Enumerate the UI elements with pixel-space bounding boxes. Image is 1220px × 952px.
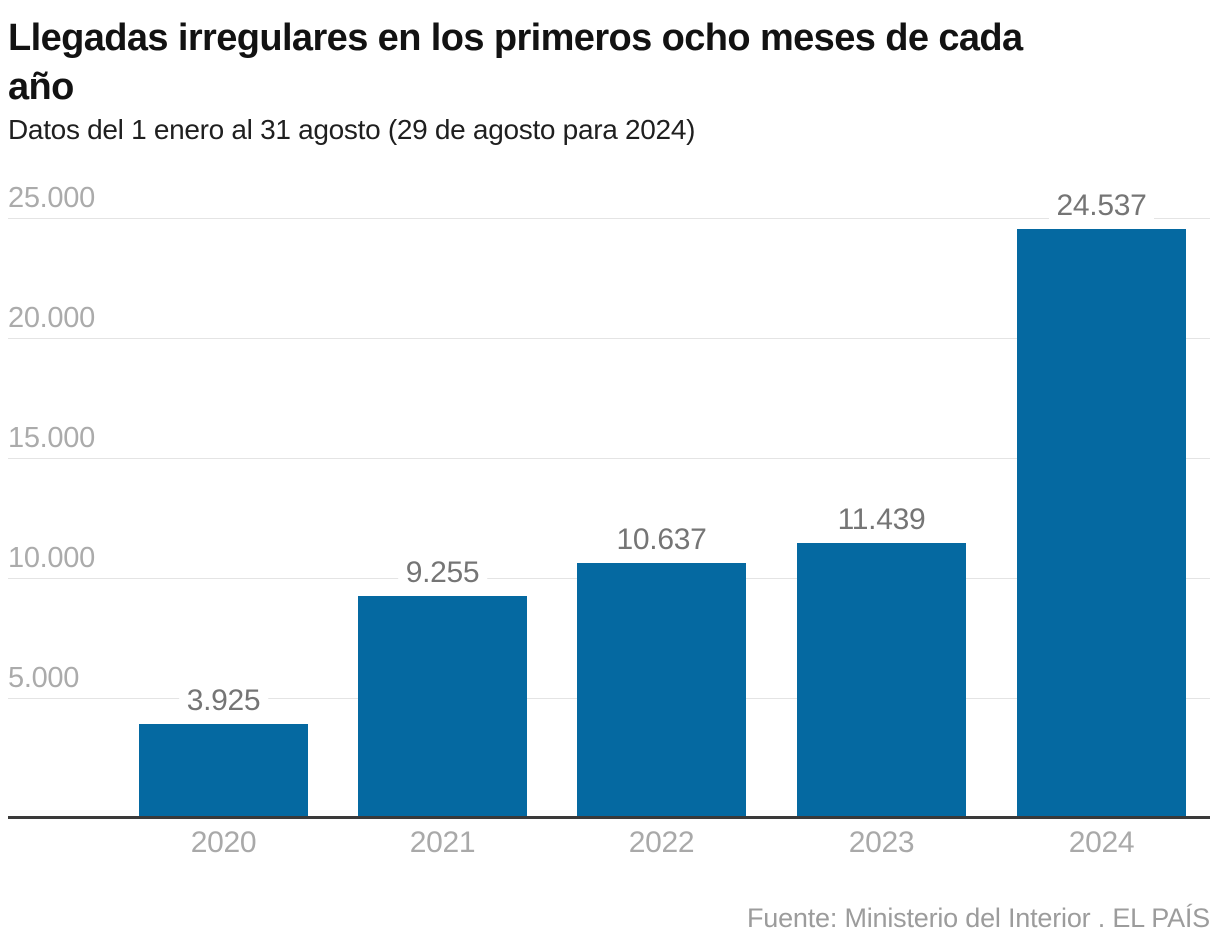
bar-2020 xyxy=(139,724,308,818)
value-label-2023: 11.439 xyxy=(829,503,934,537)
x-axis-label-2022: 2022 xyxy=(628,826,695,859)
y-tick-label-15000: 15.000 xyxy=(8,422,95,454)
x-axis-label-2024: 2024 xyxy=(1068,826,1135,859)
value-label-2020: 3.925 xyxy=(178,684,269,718)
source-note: Fuente: Ministerio del Interior . EL PAÍ… xyxy=(746,903,1210,933)
y-tick-label-10000: 10.000 xyxy=(8,542,95,574)
x-axis-line xyxy=(8,816,1210,819)
gridline-15000 xyxy=(8,458,1210,459)
value-label-2021: 9.255 xyxy=(397,556,488,590)
x-axis-label-2020: 2020 xyxy=(190,826,257,859)
bar-2022 xyxy=(577,563,746,818)
y-tick-label-20000: 20.000 xyxy=(8,302,95,334)
chart-title-line1: Llegadas irregulares en los primeros och… xyxy=(8,17,1023,59)
bar-2024 xyxy=(1017,229,1186,818)
gridline-20000 xyxy=(8,338,1210,339)
value-label-2022: 10.637 xyxy=(608,523,715,557)
chart-subtitle: Datos del 1 enero al 31 agosto (29 de ag… xyxy=(8,114,696,145)
gridline-25000 xyxy=(8,218,1210,219)
x-axis-label-2023: 2023 xyxy=(848,826,915,859)
bar-2021 xyxy=(358,596,527,818)
x-axis-label-2021: 2021 xyxy=(409,826,476,859)
chart-title: Llegadas irregulares en los primeros och… xyxy=(8,14,1208,112)
value-label-2024: 24.537 xyxy=(1048,189,1155,223)
y-tick-label-25000: 25.000 xyxy=(8,182,95,214)
bar-2023 xyxy=(797,543,966,818)
chart-title-line2: año xyxy=(8,66,74,108)
y-tick-label-5000: 5.000 xyxy=(8,662,80,694)
